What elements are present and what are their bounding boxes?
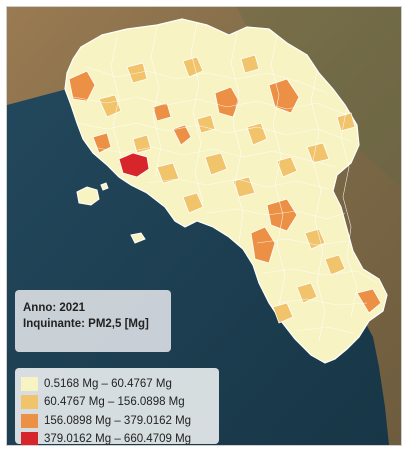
legend-item: 0.5168 Mg – 60.4767 Mg: [21, 375, 213, 392]
municipality-patch[interactable]: [156, 162, 180, 184]
legend-label: 60.4767 Mg – 156.0898 Mg: [44, 396, 185, 408]
info-panel: Anno: 2021 Inquinante: PM2,5 [Mg]: [15, 290, 171, 352]
legend-item: 379.0162 Mg – 660.4709 Mg: [21, 431, 213, 445]
municipality-patch[interactable]: [266, 198, 298, 232]
island-ischia[interactable]: [76, 186, 100, 206]
legend-panel: 0.5168 Mg – 60.4767 Mg 60.4767 Mg – 156.…: [15, 368, 219, 445]
municipality-patch[interactable]: [240, 54, 260, 74]
municipality-patch[interactable]: [204, 152, 228, 176]
island-capri[interactable]: [130, 232, 146, 244]
municipality-patch[interactable]: [306, 142, 330, 164]
legend-label: 156.0898 Mg – 379.0162 Mg: [44, 414, 192, 427]
municipality-patch[interactable]: [356, 288, 382, 314]
municipality-patch[interactable]: [250, 226, 276, 264]
municipality-patch-napoli[interactable]: [118, 152, 150, 178]
legend-swatch: [21, 395, 38, 409]
municipality-patch[interactable]: [272, 302, 294, 324]
island-procida[interactable]: [100, 182, 109, 191]
municipality-patch[interactable]: [336, 112, 356, 132]
municipality-patch[interactable]: [232, 176, 256, 198]
municipality-patches[interactable]: [68, 54, 382, 324]
municipality-patch[interactable]: [324, 254, 346, 276]
year-label: Anno: 2021: [23, 302, 85, 314]
pollutant-label: Inquinante: PM2,5 [Mg]: [23, 318, 149, 330]
municipality-patch[interactable]: [268, 78, 300, 114]
legend-label: 379.0162 Mg – 660.4709 Mg: [44, 433, 192, 445]
legend-swatch: [21, 376, 38, 391]
legend-swatch: [21, 413, 38, 428]
municipality-patch[interactable]: [98, 94, 122, 118]
municipality-patch[interactable]: [152, 102, 172, 122]
legend-label: 0.5168 Mg – 60.4767 Mg: [44, 377, 172, 390]
municipality-patch[interactable]: [172, 124, 192, 146]
map-viewport[interactable]: Anno: 2021 Inquinante: PM2,5 [Mg] 0.5168…: [6, 6, 402, 446]
municipality-patch[interactable]: [182, 192, 204, 214]
municipality-boundaries: [72, 22, 378, 342]
municipality-patch[interactable]: [276, 156, 298, 178]
legend-swatch: [21, 432, 38, 445]
municipality-patch[interactable]: [296, 282, 318, 304]
legend-item: 60.4767 Mg – 156.0898 Mg: [21, 394, 213, 411]
municipality-patch[interactable]: [68, 70, 96, 102]
legend-item: 156.0898 Mg – 379.0162 Mg: [21, 412, 213, 429]
